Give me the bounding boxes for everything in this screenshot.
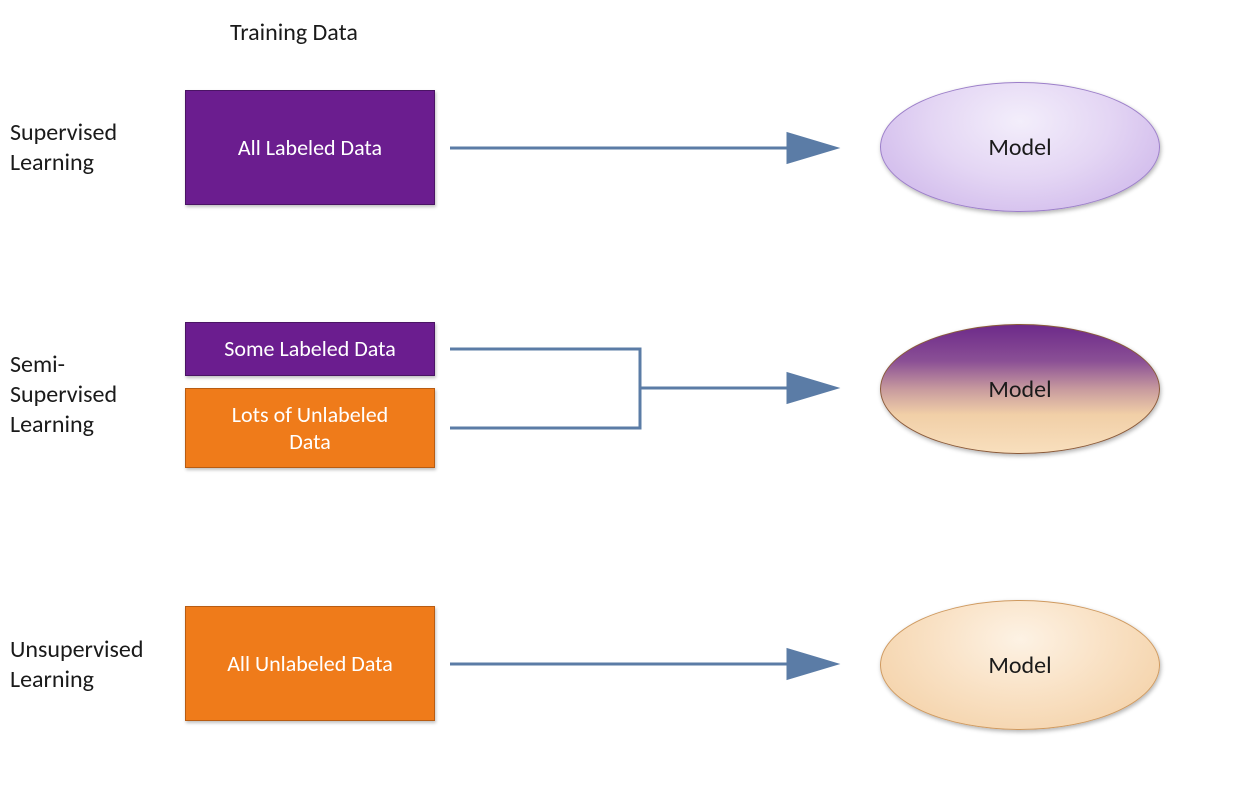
model-ellipse-unsupervised: Model	[880, 600, 1160, 730]
ellipse-text: Model	[988, 651, 1051, 680]
